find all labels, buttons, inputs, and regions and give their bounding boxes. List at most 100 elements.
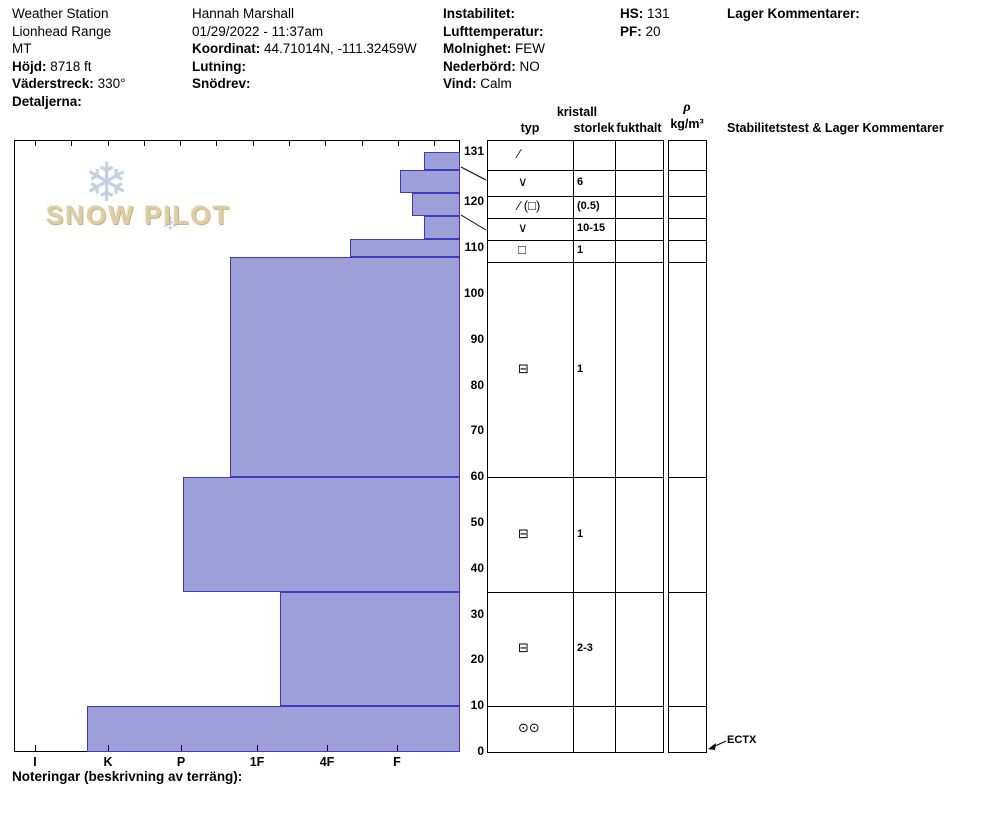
header-field: Lutning: [192,58,246,74]
hardness-axis-label: 1F [249,755,265,769]
header-comments-block: Lager Kommentarer: [727,5,860,23]
table-grid-line [615,140,616,753]
grain-type-symbol: ⊟ [518,526,529,541]
axis-tick [289,141,290,146]
table-grid-line [668,170,706,171]
axis-tick [35,745,36,751]
table-grid-line [487,477,663,478]
header-field: Snödrev: [192,76,251,91]
table-grid-line [668,262,706,263]
header-snowpack-block: HS: 131 PF: 20 [620,5,670,40]
thin-layer-leader-line [460,214,487,231]
depth-tick-label: 120 [463,194,484,208]
header-field: Lionhead Range [12,23,112,39]
table-grid-line [487,218,663,219]
table-grid-line [487,140,488,753]
depth-tick-label: 80 [470,378,484,392]
header-station-block: Weather Station Lionhead Range MT Höjd: 871… [12,5,126,110]
col-header-density-symbol: ρ [683,100,691,115]
col-header-storlek: storlek [573,121,615,135]
grain-type-symbol: ⊟ [518,640,529,655]
header-weather-block: Instabilitet: Lufttemperatur: Molnighet: F… [443,5,545,93]
hardness-axis-label: P [176,755,186,769]
snow-layer-bar [350,239,460,257]
table-grid-line [706,140,707,753]
snow-layer-bar [230,257,460,477]
grain-type-symbol: ∨ [518,174,528,189]
table-grid-line [573,140,574,753]
header-field: 01/29/2022 - 11:37am [192,23,324,39]
snowpilot-logo-text: SNOW PILOT [46,200,231,230]
table-grid-line [668,240,706,241]
table-grid-line [668,752,706,753]
header-field: Lager Kommentarer: [727,6,860,21]
snowflake-icon-small: ❄ [162,213,179,235]
header-field: HS: 131 [620,6,670,21]
axis-tick [108,141,109,146]
depth-tick-label: 110 [464,240,484,254]
snow-layer-bar [424,152,460,170]
snow-layer-bar [183,477,460,592]
header-field: Instabilitet: [443,6,516,21]
axis-tick [327,745,328,751]
grain-size-value: 1 [577,363,584,375]
table-grid-line [668,477,706,478]
table-grid-line [668,140,669,753]
axis-tick [181,745,182,751]
grain-type-symbol: □ [518,242,526,257]
col-header-density-units: kg/m³ [670,117,704,131]
axis-tick [144,141,145,146]
axis-tick [325,141,326,146]
axis-tick [257,745,258,751]
snow-layer-bar [424,216,460,239]
depth-tick-label: 131 [463,144,484,158]
grain-type-symbol: ∕ (□) [518,198,541,213]
hardness-axis-label: K [103,755,113,769]
header-observer-block: Hannah Marshall 01/29/2022 - 11:37am Koord… [192,5,417,93]
axis-tick [434,141,435,146]
axis-tick [398,141,399,146]
axis-tick [253,141,254,146]
table-grid-line [487,706,663,707]
snow-layer-bar [87,706,460,752]
header-field: Weather Station [12,6,109,21]
grain-size-value: 1 [577,528,584,540]
header-field: Höjd: 8718 ft [12,58,92,74]
axis-tick [35,141,36,146]
table-grid-line [663,140,664,753]
table-grid-line [487,170,663,171]
table-grid-line [487,262,663,263]
depth-tick-label: 100 [463,286,484,300]
grain-size-value: 10-15 [577,222,606,234]
col-header-stability: Stabilitetstest & Lager Kommentarer [727,121,944,135]
axis-tick [180,141,181,146]
hardness-axis-label: F [393,755,401,769]
table-grid-line [487,240,663,241]
table-grid-line [668,140,706,141]
depth-tick-label: 40 [470,561,484,575]
ect-arrow-head [708,743,716,750]
ect-arrow-line [712,740,727,748]
table-grid-line [668,218,706,219]
header-field: MT [12,41,32,56]
ect-result-label: ECTX [727,734,757,746]
hardness-axis-label: 4F [319,755,335,769]
header-field: Hannah Marshall [192,6,295,21]
table-grid-line [487,592,663,593]
header-field: PF: 20 [620,23,661,39]
grain-size-value: (0.5) [577,200,600,212]
depth-tick-label: 60 [470,469,484,483]
grain-size-value: 2-3 [577,642,593,654]
header-field: Väderstreck: 330° [12,76,126,91]
table-grid-line [668,592,706,593]
snow-layer-bar [280,592,460,706]
depth-tick-label: 70 [470,423,484,437]
table-grid-line [668,196,706,197]
header-field: Molnighet: FEW [443,41,545,56]
depth-tick-label: 30 [470,607,484,621]
grain-size-value: 1 [577,244,584,256]
snow-layer-bar [412,193,460,216]
table-grid-line [668,706,706,707]
table-grid-line [487,752,663,753]
